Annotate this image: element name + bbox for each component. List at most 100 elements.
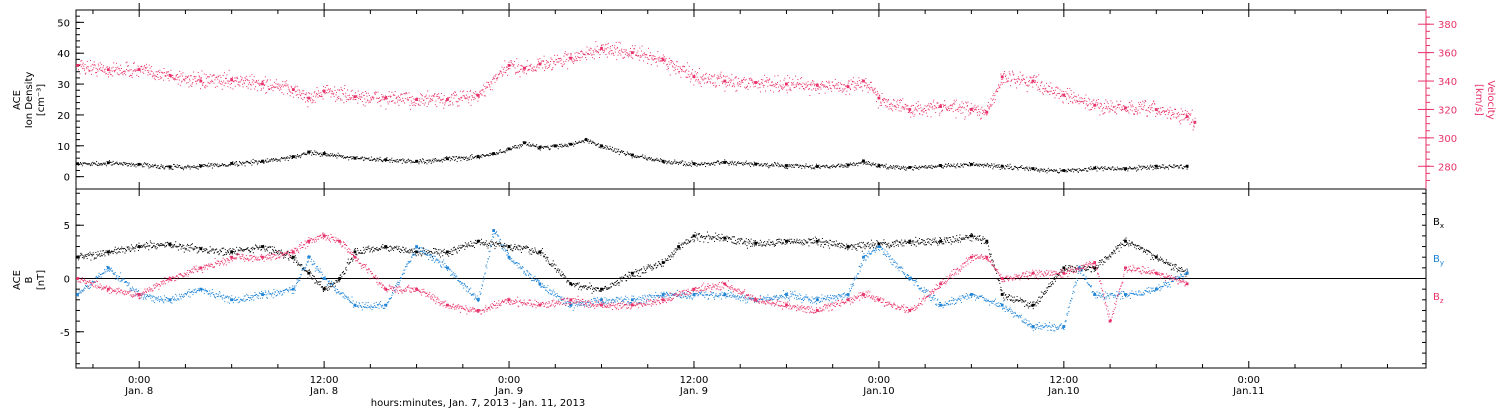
density-sample — [803, 166, 805, 168]
density-sample — [743, 162, 745, 164]
density-sample — [735, 164, 737, 166]
velocity-sample — [272, 84, 274, 86]
velocity-sample — [620, 54, 622, 56]
velocity-sample — [535, 70, 537, 72]
velocity-sample — [265, 81, 267, 83]
bx-sample — [251, 247, 253, 249]
velocity-sample — [414, 99, 416, 101]
velocity-sample — [912, 113, 914, 115]
density-sample — [799, 164, 801, 166]
density-sample — [969, 163, 971, 165]
velocity-sample — [639, 47, 641, 49]
velocity-sample — [648, 47, 650, 49]
velocity-sample — [937, 106, 939, 108]
density-sample — [571, 144, 573, 146]
density-sample — [515, 144, 517, 146]
velocity-sample — [1046, 82, 1048, 84]
velocity-sample — [828, 80, 830, 82]
bx-sample — [252, 246, 254, 248]
velocity-sample — [399, 99, 401, 101]
density-sample — [724, 159, 726, 161]
velocity-sample — [227, 86, 229, 88]
density-sample — [1132, 168, 1134, 170]
density-sample — [1176, 165, 1178, 167]
velocity-sample — [559, 58, 561, 60]
bx-sample — [280, 249, 282, 251]
density-sample — [779, 165, 781, 167]
velocity-sample — [307, 106, 309, 108]
velocity-sample — [542, 60, 544, 62]
velocity-sample — [286, 93, 288, 95]
density-sample — [1015, 166, 1017, 168]
density-sample — [920, 167, 922, 169]
velocity-sample — [148, 70, 150, 72]
bx-sample — [120, 248, 122, 250]
velocity-sample — [896, 103, 898, 105]
velocity-sample — [1116, 100, 1118, 102]
density-sample — [801, 167, 803, 169]
density-sample — [841, 164, 843, 166]
velocity-sample — [200, 77, 202, 79]
density-sample — [865, 163, 867, 165]
density-sample — [855, 163, 857, 165]
velocity-sample — [1121, 106, 1123, 108]
velocity-sample — [438, 93, 440, 95]
density-sample — [1064, 171, 1066, 173]
density-sample — [1159, 165, 1161, 167]
bx-sample — [315, 280, 317, 282]
density-sample — [387, 160, 389, 162]
velocity-sample — [381, 94, 383, 96]
density-sample — [963, 164, 965, 166]
velocity-sample — [1089, 99, 1091, 101]
density-sample — [967, 165, 969, 167]
density-sample — [859, 162, 861, 164]
density-sample — [938, 164, 940, 166]
density-sample — [890, 165, 892, 167]
velocity-sample — [263, 84, 265, 86]
density-sample — [372, 158, 374, 160]
density-sample — [707, 162, 709, 164]
bx-sample — [83, 258, 85, 260]
velocity-sample — [967, 104, 969, 106]
velocity-sample — [418, 104, 420, 106]
bx-sample — [150, 241, 152, 243]
density-sample — [954, 166, 956, 168]
density-sample — [229, 164, 231, 166]
bx-sample — [189, 245, 191, 247]
density-sample — [547, 147, 549, 149]
density-sample — [918, 168, 920, 170]
velocity-sample — [139, 69, 141, 71]
bx-sample — [328, 288, 330, 290]
velocity-sample — [470, 89, 472, 91]
velocity-sample — [866, 84, 868, 86]
density-sample — [1066, 171, 1068, 173]
density-sample — [552, 144, 554, 146]
velocity-sample — [220, 80, 222, 82]
velocity-sample — [177, 77, 179, 79]
density-sample — [240, 163, 242, 165]
density-sample — [351, 158, 353, 160]
bx-sample — [288, 252, 290, 254]
density-sample — [128, 162, 130, 164]
density-sample — [830, 166, 832, 168]
density-sample — [730, 162, 732, 164]
velocity-sample — [796, 85, 797, 87]
b-tick-label: -5 — [60, 328, 70, 339]
density-sample — [542, 146, 544, 148]
bx-sample — [136, 246, 138, 248]
density-sample — [742, 164, 744, 166]
velocity-sample — [510, 65, 512, 67]
velocity-sample — [708, 78, 710, 80]
density-sample — [316, 152, 318, 154]
bx-sample — [273, 246, 275, 248]
density-sample — [760, 163, 762, 165]
density-sample — [723, 162, 725, 164]
density-sample — [492, 154, 494, 156]
density-sample — [610, 148, 612, 150]
density-sample — [443, 157, 445, 159]
velocity-sample — [127, 65, 129, 67]
density-sample — [350, 156, 352, 158]
legend-by: By — [1433, 254, 1444, 267]
density-sample — [992, 166, 994, 168]
velocity-sample — [740, 79, 742, 81]
